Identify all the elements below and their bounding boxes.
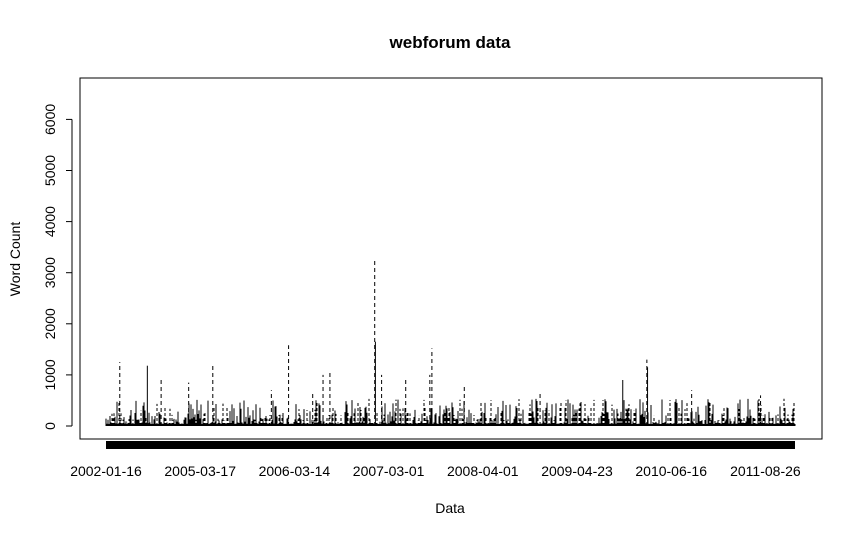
y-tick-label: 6000 <box>42 104 58 135</box>
bars-layer <box>105 260 796 426</box>
x-tick-label: 2005-03-17 <box>164 463 236 479</box>
x-tick-label: 2010-06-16 <box>635 463 707 479</box>
x-tick-label: 2011-08-26 <box>730 463 801 479</box>
dense-x-marks <box>106 441 795 449</box>
y-tick-label: 3000 <box>42 257 58 288</box>
x-tick-label: 2007-03-01 <box>353 463 425 479</box>
y-axis-label: Word Count <box>7 222 23 297</box>
plot-frame <box>79 77 823 440</box>
x-axis-label: Data <box>435 500 465 516</box>
y-axis: 0 1000 2000 3000 4000 5000 6000 <box>42 104 73 430</box>
x-tick-label: 2008-04-01 <box>447 463 519 479</box>
x-axis: 2002-01-16 2005-03-17 2006-03-14 2007-03-01… <box>70 463 801 479</box>
y-tick-label: 5000 <box>42 155 58 186</box>
y-tick-label: 0 <box>42 422 58 430</box>
y-tick-label: 2000 <box>42 308 58 339</box>
x-tick-label: 2006-03-14 <box>259 463 331 479</box>
y-tick-label: 4000 <box>42 206 58 237</box>
x-tick-label: 2002-01-16 <box>70 463 142 479</box>
x-tick-label: 2009-04-23 <box>541 463 613 479</box>
chart-title: webforum data <box>389 33 511 52</box>
y-tick-label: 1000 <box>42 359 58 390</box>
